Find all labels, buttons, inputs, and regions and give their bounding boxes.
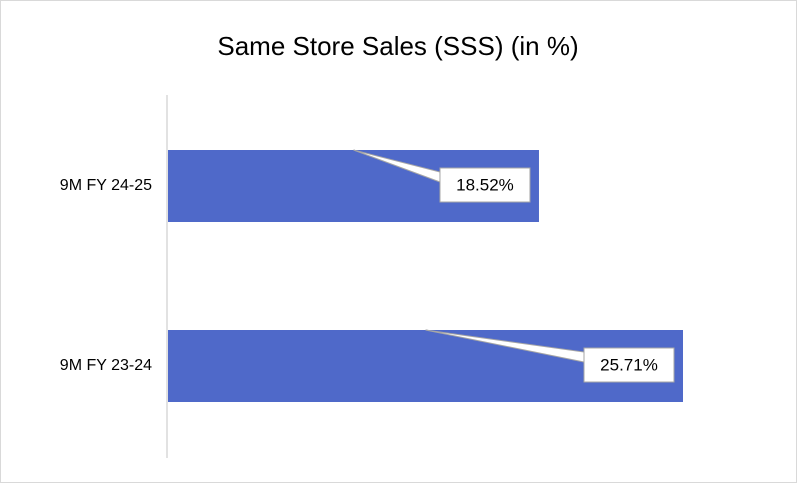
chart-title: Same Store Sales (SSS) (in %): [217, 31, 578, 61]
data-label: 25.71%: [600, 355, 658, 374]
y-tick-label: 9M FY 24-25: [60, 177, 152, 194]
data-label: 18.52%: [456, 175, 514, 194]
label-box: [439, 167, 531, 203]
label-box: [583, 347, 675, 383]
y-tick-label: 9M FY 23-24: [60, 357, 152, 374]
